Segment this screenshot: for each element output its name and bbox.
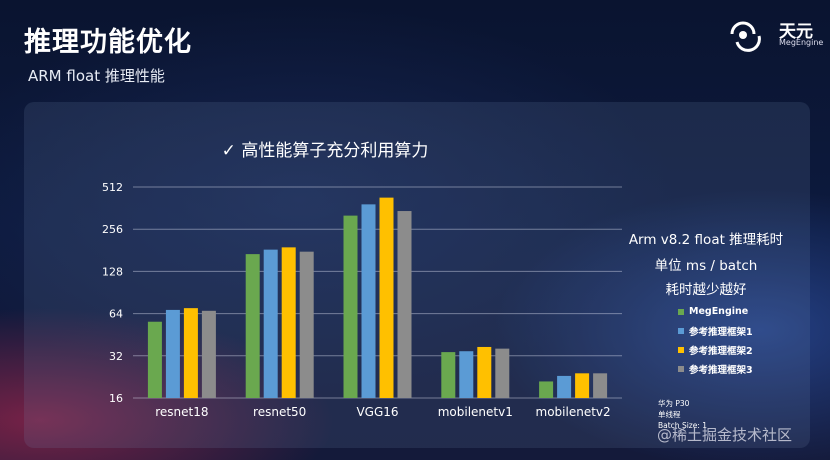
bar [361,204,376,398]
page-title: 推理功能优化 [24,27,192,58]
bar [593,373,608,398]
legend-swatch [678,327,684,334]
bar [495,348,510,398]
bar [343,215,358,398]
bar [201,310,216,398]
x-tick-label: mobilenetv1 [438,405,513,419]
bar [165,309,180,398]
y-tick-label: 64 [109,308,123,321]
bar [441,352,456,398]
bar [459,351,474,398]
y-tick-label: 32 [109,350,123,363]
bar [263,249,278,398]
bar [281,247,296,398]
legend-swatch [678,308,684,315]
bar [575,373,590,398]
device-info: 华为 P30 单线程 Batch Size: 1 [658,398,707,431]
bar [477,346,492,398]
y-tick-label: 512 [102,181,123,194]
legend-label: 参考推理框架2 [689,345,753,357]
bar [397,211,412,398]
logo-name: 天元 [779,22,813,42]
legend-label: MegEngine [689,306,749,317]
bar [299,251,314,398]
legend-label: 参考推理框架3 [689,364,753,376]
chart-legend: MegEngine 参考推理框架1 参考推理框架2 参考推理框架3 [678,302,753,378]
bar [183,308,198,398]
bar [147,321,162,398]
page-subtitle: ARM float 推理性能 [28,67,165,85]
x-tick-label: mobilenetv2 [536,405,611,419]
bar [557,375,572,398]
y-tick-label: 256 [102,223,123,236]
device-threads: 单线程 [658,410,681,419]
y-tick-label: 16 [109,392,123,405]
x-tick-label: resnet50 [253,405,306,419]
legend-item: MegEngine [678,302,753,321]
watermark: @稀土掘金技术社区 [657,426,793,444]
chart-title: ✓ 高性能算子充分利用算力 [221,141,429,161]
megengine-logo-icon [730,21,761,52]
legend-swatch [678,346,684,353]
logo-subtitle: MegEngine [779,38,824,47]
y-tick-label: 128 [102,265,123,278]
legend-item: 参考推理框架1 [678,321,753,340]
bar [539,381,554,398]
device-model: 华为 P30 [658,399,690,408]
info-line-1: Arm v8.2 float 推理耗时 [628,232,784,248]
legend-swatch [678,365,684,372]
device-batch: Batch Size: 1 [658,421,708,430]
x-tick-label: resnet18 [155,405,208,419]
legend-item: 参考推理框架3 [678,359,753,378]
legend-label: 参考推理框架1 [689,326,753,338]
bar [245,254,260,398]
legend-item: 参考推理框架2 [678,340,753,359]
info-line-2: 单位 ms / batch [654,258,758,274]
info-line-3: 耗时越少越好 [665,282,747,298]
x-tick-label: VGG16 [356,405,398,419]
bar [379,197,394,398]
